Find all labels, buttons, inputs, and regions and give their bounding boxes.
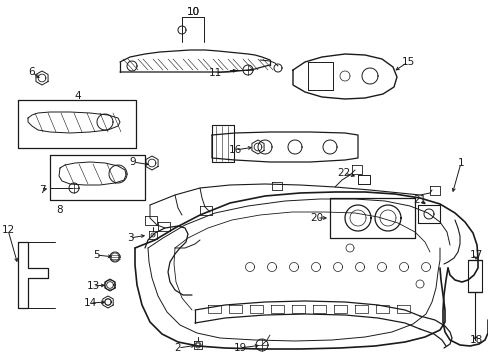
Text: 16: 16 [228,145,241,155]
Text: 22: 22 [337,168,350,178]
Text: 10: 10 [186,7,199,17]
Text: 12: 12 [1,225,15,235]
Text: 11: 11 [208,68,221,78]
Text: 17: 17 [468,250,482,260]
Text: 10: 10 [186,7,199,17]
Text: 21: 21 [412,195,426,205]
Text: 5: 5 [93,250,99,260]
Text: 2: 2 [174,343,181,353]
Text: 14: 14 [83,298,97,308]
Text: 18: 18 [468,335,482,345]
Text: 1: 1 [457,158,464,168]
Text: 8: 8 [57,205,63,215]
Text: 19: 19 [233,343,246,353]
Text: 13: 13 [86,281,100,291]
Text: 15: 15 [401,57,414,67]
Text: 4: 4 [75,91,81,101]
Text: 9: 9 [129,157,136,167]
Text: 6: 6 [29,67,35,77]
Text: 3: 3 [126,233,133,243]
Text: 20: 20 [310,213,323,223]
Text: 7: 7 [39,185,45,195]
